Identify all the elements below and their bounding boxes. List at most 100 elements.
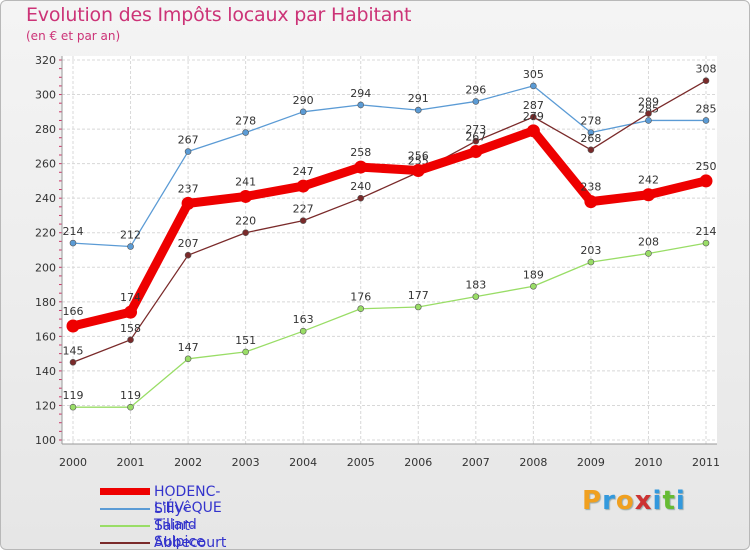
data-label-abbecourt: 220 [235, 215, 256, 228]
logo-letter: i [675, 486, 686, 516]
data-point-hodenc-l-v-que [641, 188, 655, 202]
data-point-hodenc-l-v-que [239, 189, 253, 203]
data-label-hodenc-l-v-que: 250 [696, 160, 717, 173]
data-label-abbecourt: 255 [408, 154, 429, 167]
data-point-saint-sulpice [242, 348, 249, 356]
data-label-abbecourt: 207 [178, 237, 199, 250]
logo-letter: i [652, 486, 663, 516]
data-label-hodenc-l-v-que: 256 [408, 150, 429, 163]
legend-label-saint-sulpice: Saint-Sulpice [154, 518, 205, 550]
legend-label-abbecourt: Abbecourt [154, 535, 227, 551]
data-point-silly-tillard [530, 82, 537, 90]
data-point-abbecourt [299, 217, 307, 224]
y-tick-label: 240 [35, 192, 56, 205]
data-point-saint-sulpice [587, 258, 595, 266]
data-label-hodenc-l-v-que: 242 [638, 174, 659, 187]
data-label-saint-sulpice: 176 [350, 291, 371, 304]
data-point-hodenc-l-v-que [699, 174, 713, 188]
logo-letter: o [615, 486, 635, 516]
data-label-silly-tillard: 296 [465, 83, 486, 96]
data-label-saint-sulpice: 208 [638, 235, 659, 248]
data-label-saint-sulpice: 119 [63, 389, 84, 402]
plot-area [62, 56, 717, 444]
data-label-silly-tillard: 294 [350, 87, 371, 100]
legend-label-silly-tillard: Silly-Tillard [154, 501, 197, 533]
logo-letter: t [662, 486, 676, 516]
series-line-hodenc-l-v-que [68, 126, 711, 331]
data-label-silly-tillard: 278 [235, 115, 256, 128]
data-point-abbecourt [587, 146, 595, 154]
data-label-saint-sulpice: 163 [293, 313, 314, 326]
data-label-abbecourt: 240 [350, 180, 371, 193]
data-point-silly-tillard [702, 117, 710, 124]
data-point-abbecourt [645, 110, 652, 117]
y-tick-label: 180 [35, 296, 56, 309]
data-point-saint-sulpice [472, 293, 480, 300]
data-label-silly-tillard: 267 [178, 134, 199, 147]
data-point-hodenc-l-v-que [469, 145, 483, 159]
data-label-hodenc-l-v-que: 279 [523, 110, 544, 123]
data-label-saint-sulpice: 119 [120, 389, 141, 402]
data-point-silly-tillard [414, 106, 422, 114]
x-tick-label: 2003 [232, 456, 260, 469]
data-point-hodenc-l-v-que [584, 195, 598, 209]
data-point-saint-sulpice [127, 403, 134, 411]
chart-subtitle: (en € et par an) [26, 29, 121, 43]
y-tick-label: 120 [35, 399, 56, 412]
data-label-hodenc-l-v-que: 166 [63, 305, 84, 318]
logo-letter: x [634, 486, 653, 516]
data-point-saint-sulpice [645, 250, 652, 257]
x-tick-label: 2002 [174, 456, 202, 469]
data-point-abbecourt [472, 137, 480, 145]
y-tick-label: 140 [35, 365, 56, 378]
data-point-abbecourt [530, 113, 537, 121]
data-point-hodenc-l-v-que [124, 305, 138, 319]
data-label-silly-tillard: 305 [523, 68, 544, 81]
data-point-hodenc-l-v-que [411, 164, 425, 178]
x-tick-label: 2005 [347, 456, 375, 469]
data-label-silly-tillard: 212 [120, 229, 141, 242]
data-label-hodenc-l-v-que: 247 [293, 165, 314, 178]
data-label-abbecourt: 289 [638, 96, 659, 109]
data-point-abbecourt [702, 77, 710, 85]
legend-swatch-silly-tillard [100, 508, 150, 510]
data-label-abbecourt: 145 [63, 344, 84, 357]
legend-swatch-saint-sulpice [100, 525, 150, 527]
data-point-silly-tillard [242, 129, 249, 136]
data-point-saint-sulpice [702, 239, 710, 247]
y-tick-label: 260 [35, 158, 56, 171]
logo-letter: P [582, 486, 603, 516]
data-label-hodenc-l-v-que: 241 [235, 175, 256, 188]
y-tick-label: 220 [35, 227, 56, 240]
legend-label-hodenc: HODENC-L'ÉVêQUE [154, 484, 222, 516]
data-point-saint-sulpice [357, 305, 365, 313]
data-point-saint-sulpice [299, 327, 307, 335]
data-label-hodenc-l-v-que: 238 [580, 181, 601, 194]
x-tick-label: 2007 [462, 456, 490, 469]
data-label-hodenc-l-v-que: 267 [465, 131, 486, 144]
x-tick-label: 2011 [692, 456, 720, 469]
data-label-silly-tillard: 214 [63, 225, 84, 238]
data-point-silly-tillard [645, 117, 652, 124]
x-tick-label: 2006 [404, 456, 432, 469]
data-label-saint-sulpice: 183 [465, 279, 486, 292]
data-point-saint-sulpice [69, 403, 77, 411]
data-point-silly-tillard [184, 148, 192, 155]
data-label-silly-tillard: 278 [580, 115, 601, 128]
logo-letter: r [602, 486, 616, 516]
data-label-hodenc-l-v-que: 237 [178, 182, 199, 195]
data-label-silly-tillard: 291 [408, 92, 429, 105]
y-tick-label: 280 [35, 123, 56, 136]
data-point-abbecourt [357, 194, 365, 202]
series-line-saint-sulpice [72, 242, 707, 408]
data-point-saint-sulpice [184, 355, 192, 363]
x-tick-label: 2009 [577, 456, 605, 469]
data-label-abbecourt: 287 [523, 99, 544, 112]
data-label-saint-sulpice: 177 [408, 289, 429, 302]
data-label-abbecourt: 268 [580, 132, 601, 145]
data-point-hodenc-l-v-que [181, 196, 195, 210]
data-label-saint-sulpice: 214 [696, 225, 717, 238]
data-point-silly-tillard [587, 129, 595, 136]
proxiti-logo: Proxiti [582, 486, 686, 516]
data-point-hodenc-l-v-que [354, 160, 368, 174]
